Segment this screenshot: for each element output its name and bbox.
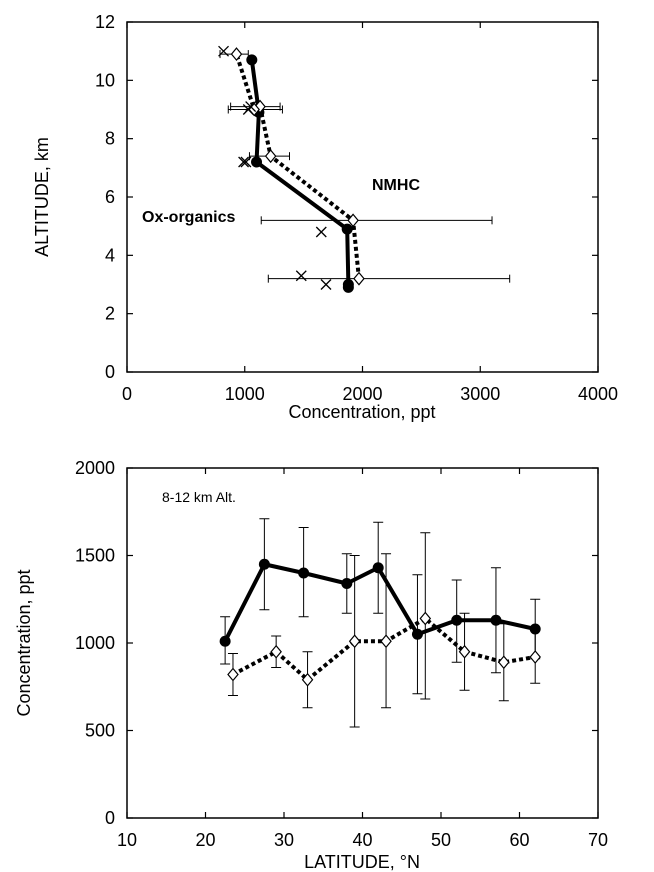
top-cross-marker — [218, 45, 230, 57]
bottom-x-tick-label: 70 — [588, 830, 608, 850]
top-filled-circle-marker — [342, 279, 354, 290]
annotation-nmhc: NMHC — [372, 177, 420, 194]
bottom-filled-circle-marker — [490, 614, 502, 626]
top-y-tick-label: 4 — [105, 245, 115, 265]
top-x-axis-label: Concentration, ppt — [288, 402, 435, 422]
top-filled-circle-marker — [341, 223, 353, 235]
bottom-plot-frame — [126, 467, 599, 819]
top-open-diamond-marker — [264, 149, 277, 164]
top-cross-marker — [295, 270, 307, 282]
bottom-open-diamond-marker — [227, 667, 239, 682]
top-y-tick-label: 8 — [105, 129, 115, 149]
top-y-tick-label: 10 — [95, 70, 115, 90]
top-series-line-solid — [249, 59, 351, 288]
bottom-y-tick-label: 0 — [105, 808, 115, 828]
top-chart: 0 1000 2000 3000 4000 0 2 4 6 8 10 12 Concentration… — [32, 12, 618, 422]
bottom-filled-circle-marker — [258, 558, 270, 570]
top-x-tick-label: 0 — [122, 384, 132, 404]
top-filled-circle-marker — [246, 54, 258, 66]
top-y-tick-label: 2 — [105, 304, 115, 324]
top-x-tick-label: 3000 — [460, 384, 500, 404]
top-x-tick-label: 4000 — [578, 384, 618, 404]
bottom-filled-circle-marker — [372, 562, 384, 574]
top-cross-marker — [240, 156, 252, 168]
bottom-open-diamond-marker — [529, 650, 541, 664]
annotation-altitude-range: 8-12 km Alt. — [162, 489, 236, 505]
cross-stroke — [320, 279, 332, 290]
bottom-open-diamond-marker — [498, 655, 510, 670]
cross-stroke — [238, 156, 250, 168]
bottom-ticks: 10 20 30 40 50 60 70 0 500 1000 1500 2000 — [75, 458, 608, 850]
top-open-diamond-marker — [347, 213, 359, 228]
cross-stroke — [218, 45, 230, 57]
top-cross-marker — [245, 101, 257, 113]
bottom-x-tick-label: 20 — [195, 830, 215, 850]
top-marks — [218, 45, 511, 293]
bottom-open-diamond-marker — [270, 644, 282, 659]
cross-stroke — [295, 270, 307, 282]
top-y-tick-label: 0 — [105, 362, 115, 382]
bottom-filled-circle-marker — [219, 635, 231, 647]
bottom-filled-circle-marker — [341, 578, 353, 589]
bottom-marks — [219, 518, 541, 728]
top-cross-marker — [320, 279, 332, 290]
top-open-diamond-marker — [254, 99, 266, 114]
bottom-y-tick-label: 1500 — [75, 546, 115, 566]
bottom-open-diamond-marker — [419, 611, 432, 626]
top-filled-circle-marker — [251, 156, 263, 168]
top-y-axis-label: ALTITUDE, km — [32, 137, 52, 257]
bottom-x-tick-label: 60 — [509, 830, 529, 850]
bottom-x-tick-label: 50 — [431, 830, 451, 850]
top-ticks: 0 1000 2000 3000 4000 0 2 4 6 8 10 12 — [95, 12, 618, 404]
cross-stroke — [240, 156, 252, 168]
bottom-filled-circle-marker — [298, 567, 310, 579]
bottom-x-tick-label: 30 — [274, 830, 294, 850]
bottom-x-tick-label: 40 — [352, 830, 372, 850]
bottom-x-axis-label: LATITUDE, °N — [304, 852, 420, 872]
bottom-y-tick-label: 1000 — [75, 633, 115, 653]
top-cross-marker — [238, 156, 250, 168]
bottom-x-tick-label: 10 — [117, 830, 137, 850]
top-y-tick-label: 12 — [95, 12, 115, 32]
bottom-y-axis-label: Concentration, ppt — [14, 569, 34, 716]
top-open-diamond-marker — [230, 47, 243, 62]
bottom-open-diamond-marker — [458, 644, 471, 659]
top-open-diamond-marker — [353, 271, 365, 286]
top-cross-marker — [315, 226, 327, 238]
cross-stroke — [315, 226, 327, 238]
top-x-tick-label: 2000 — [342, 384, 382, 404]
top-y-tick-label: 6 — [105, 187, 115, 207]
annotation-ox-organics: Ox-organics — [142, 209, 235, 226]
top-plot-frame — [126, 21, 599, 373]
bottom-open-diamond-marker — [301, 672, 314, 687]
bottom-filled-circle-marker — [451, 614, 463, 626]
bottom-open-diamond-marker — [380, 634, 392, 649]
bottom-open-diamond-marker — [348, 634, 361, 649]
bottom-filled-circle-marker — [411, 628, 423, 640]
cross-stroke — [245, 101, 257, 113]
bottom-series-line-solid — [223, 562, 536, 643]
bottom-y-tick-label: 2000 — [75, 458, 115, 478]
top-x-tick-label: 1000 — [225, 384, 265, 404]
bottom-y-tick-label: 500 — [85, 721, 115, 741]
bottom-chart: 10 20 30 40 50 60 70 0 500 1000 1500 2000 LATITUDE,… — [14, 458, 608, 872]
